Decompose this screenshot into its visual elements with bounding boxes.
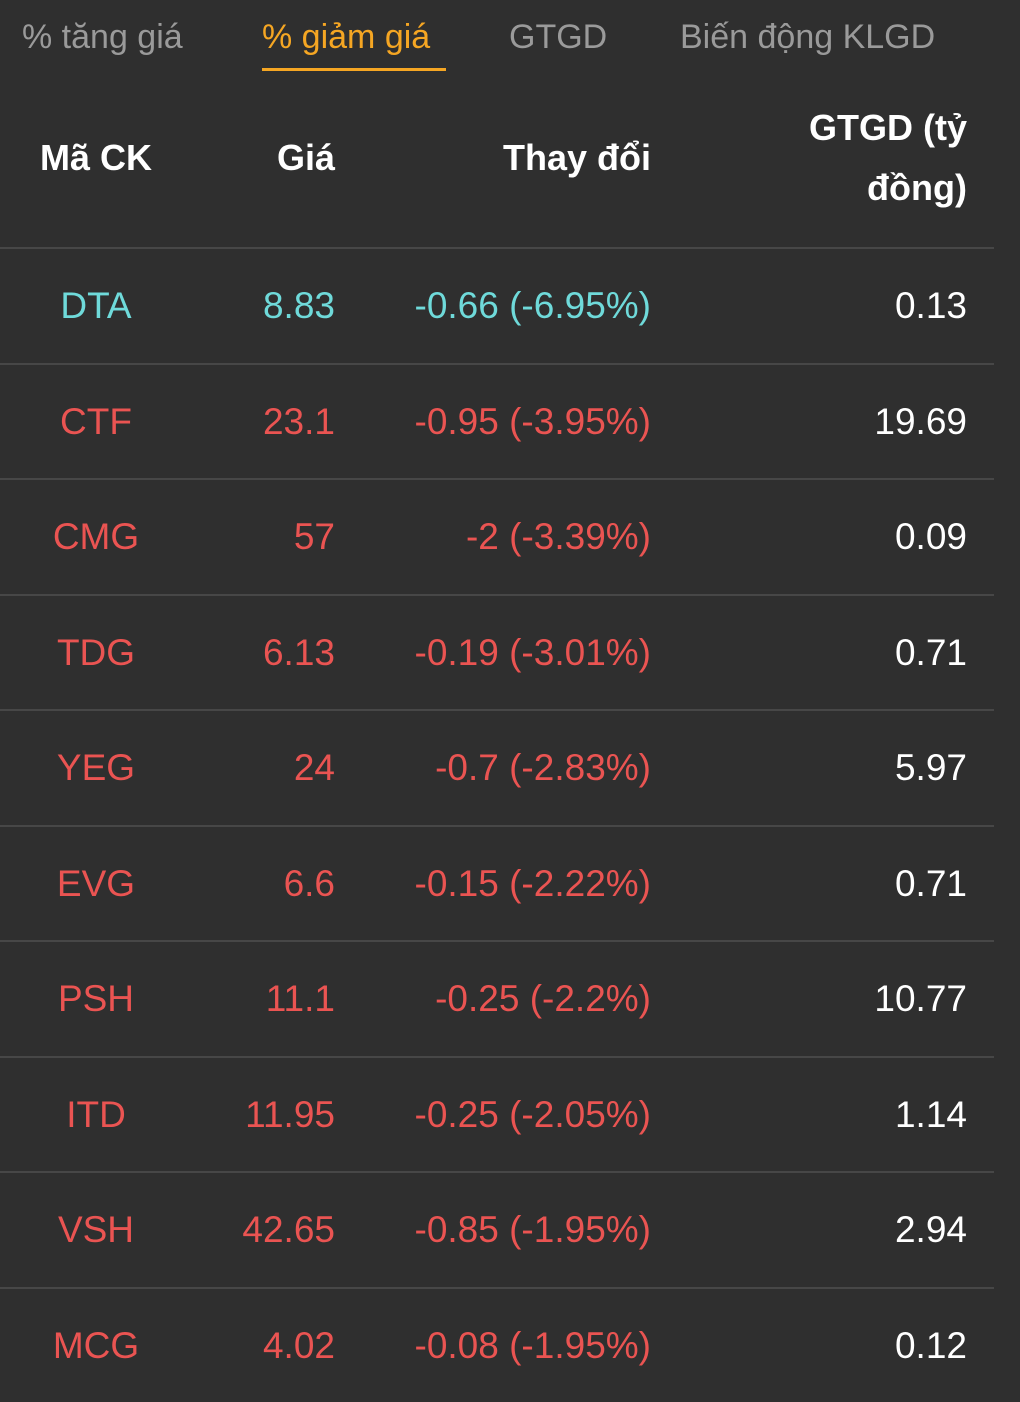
table-row[interactable]: TDG 6.13 -0.19 (-3.01%) 0.71 <box>0 596 994 712</box>
stock-symbol[interactable]: CTF <box>0 365 192 478</box>
stock-price: 11.1 <box>266 942 335 1055</box>
stock-change: -0.19 (-3.01%) <box>415 596 652 709</box>
stock-symbol[interactable]: TDG <box>0 596 192 709</box>
stock-symbol[interactable]: PSH <box>0 942 192 1055</box>
stock-price: 8.83 <box>263 249 335 362</box>
stock-price: 57 <box>294 480 335 593</box>
table-row[interactable]: CTF 23.1 -0.95 (-3.95%) 19.69 <box>0 365 994 481</box>
stock-change: -0.85 (-1.95%) <box>415 1173 652 1286</box>
stock-symbol[interactable]: VSH <box>0 1173 192 1286</box>
stock-trading-value: 0.71 <box>895 827 967 940</box>
stock-change: -0.25 (-2.2%) <box>435 942 651 1055</box>
stock-price: 6.6 <box>284 827 335 940</box>
table-row[interactable]: MCG 4.02 -0.08 (-1.95%) 0.12 <box>0 1289 994 1402</box>
stock-price: 24 <box>294 711 335 824</box>
stock-change: -0.15 (-2.22%) <box>415 827 652 940</box>
table-row[interactable]: EVG 6.6 -0.15 (-2.22%) 0.71 <box>0 827 994 943</box>
tab-trading-value[interactable]: GTGD <box>509 14 607 60</box>
stock-price: 6.13 <box>263 596 335 709</box>
stock-trading-value: 0.12 <box>895 1289 967 1402</box>
tab-bar: % tăng giá % giảm giá GTGD Biến động KLG… <box>0 0 1020 80</box>
stock-price: 23.1 <box>263 365 335 478</box>
table-header: Mã CK Giá Thay đổi GTGD (tỷ đồng) <box>0 82 994 249</box>
header-price[interactable]: Giá <box>277 128 335 188</box>
stock-change: -2 (-3.39%) <box>466 480 651 593</box>
stock-price: 42.65 <box>242 1173 335 1286</box>
header-symbol[interactable]: Mã CK <box>0 128 192 188</box>
tab-top-gainers[interactable]: % tăng giá <box>22 14 183 60</box>
stock-symbol[interactable]: EVG <box>0 827 192 940</box>
stock-trading-value: 1.14 <box>895 1058 967 1171</box>
stock-trading-value: 0.13 <box>895 249 967 362</box>
stock-trading-value: 2.94 <box>895 1173 967 1286</box>
table-row[interactable]: PSH 11.1 -0.25 (-2.2%) 10.77 <box>0 942 994 1058</box>
table-row[interactable]: YEG 24 -0.7 (-2.83%) 5.97 <box>0 711 994 827</box>
tab-top-losers[interactable]: % giảm giá <box>262 14 430 60</box>
stock-change: -0.66 (-6.95%) <box>415 249 652 362</box>
stock-table-body: DTA 8.83 -0.66 (-6.95%) 0.13 CTF 23.1 -0… <box>0 249 994 1402</box>
stock-price: 11.95 <box>245 1058 335 1171</box>
stock-change: -0.7 (-2.83%) <box>435 711 651 824</box>
header-change[interactable]: Thay đổi <box>503 128 651 188</box>
tab-volume-change[interactable]: Biến động KLGD <box>680 14 935 60</box>
stock-symbol[interactable]: YEG <box>0 711 192 824</box>
stock-trading-value: 5.97 <box>895 711 967 824</box>
stock-change: -0.25 (-2.05%) <box>415 1058 652 1171</box>
active-tab-indicator <box>262 68 446 71</box>
stock-trading-value: 0.71 <box>895 596 967 709</box>
stock-price: 4.02 <box>263 1289 335 1402</box>
stock-trading-value: 19.69 <box>874 365 967 478</box>
stock-symbol[interactable]: MCG <box>0 1289 192 1402</box>
stock-symbol[interactable]: CMG <box>0 480 192 593</box>
stock-symbol[interactable]: DTA <box>0 249 192 362</box>
stock-symbol[interactable]: ITD <box>0 1058 192 1171</box>
table-row[interactable]: DTA 8.83 -0.66 (-6.95%) 0.13 <box>0 249 994 365</box>
table-row[interactable]: VSH 42.65 -0.85 (-1.95%) 2.94 <box>0 1173 994 1289</box>
stock-trading-value: 0.09 <box>895 480 967 593</box>
stock-change: -0.95 (-3.95%) <box>415 365 652 478</box>
table-row[interactable]: CMG 57 -2 (-3.39%) 0.09 <box>0 480 994 596</box>
header-trading-value[interactable]: GTGD (tỷ đồng) <box>727 98 967 218</box>
stock-trading-value: 10.77 <box>874 942 967 1055</box>
stock-change: -0.08 (-1.95%) <box>415 1289 652 1402</box>
table-row[interactable]: ITD 11.95 -0.25 (-2.05%) 1.14 <box>0 1058 994 1174</box>
